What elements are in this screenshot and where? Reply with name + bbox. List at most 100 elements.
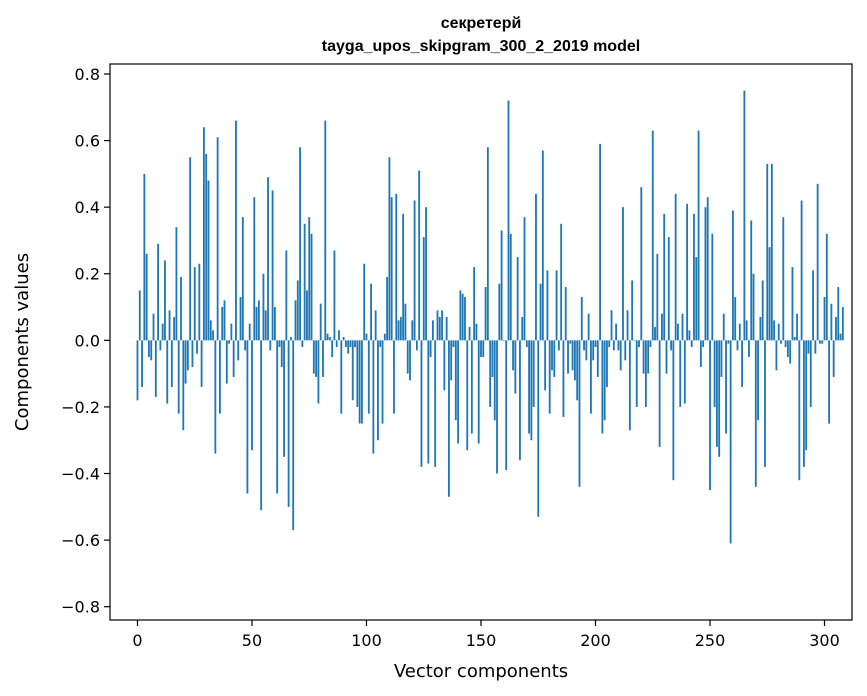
bar-290 bbox=[800, 200, 803, 341]
bar-273 bbox=[761, 280, 764, 341]
bar-40 bbox=[228, 340, 230, 344]
bar-55 bbox=[262, 273, 265, 341]
bar-186 bbox=[562, 340, 565, 417]
x-tick-label: 250 bbox=[695, 631, 726, 650]
bar-161 bbox=[505, 340, 508, 471]
bar-12 bbox=[164, 260, 166, 341]
bar-91 bbox=[344, 340, 347, 347]
bar-282 bbox=[782, 217, 785, 341]
bar-304 bbox=[832, 340, 835, 377]
bar-38 bbox=[223, 300, 226, 341]
bar-118 bbox=[406, 340, 409, 374]
bar-180 bbox=[548, 340, 551, 414]
bar-289 bbox=[798, 340, 801, 481]
bar-162 bbox=[507, 100, 510, 341]
bar-15 bbox=[170, 340, 173, 387]
bar-278 bbox=[773, 320, 776, 341]
x-tick-label: 300 bbox=[809, 631, 840, 650]
y-tick-label: −0.4 bbox=[61, 465, 100, 484]
bar-21 bbox=[184, 340, 187, 384]
bar-100 bbox=[365, 333, 368, 341]
bar-76 bbox=[310, 233, 313, 341]
bar-150 bbox=[480, 340, 482, 357]
bar-109 bbox=[386, 277, 389, 341]
bar-63 bbox=[280, 340, 283, 367]
bar-224 bbox=[649, 340, 652, 347]
bar-239 bbox=[683, 340, 686, 404]
bar-124 bbox=[420, 340, 423, 467]
bar-166 bbox=[516, 257, 519, 341]
bar-208 bbox=[612, 340, 615, 351]
bar-263 bbox=[738, 323, 741, 341]
bar-57 bbox=[267, 177, 269, 341]
bar-138 bbox=[452, 340, 455, 347]
bar-129 bbox=[431, 320, 434, 341]
bar-190 bbox=[571, 340, 574, 371]
bar-0 bbox=[136, 340, 139, 401]
bar-271 bbox=[757, 340, 760, 421]
x-axis: 0 50 100 150 200 250 300 bbox=[132, 620, 840, 650]
bar-270 bbox=[754, 340, 757, 487]
bar-2 bbox=[141, 340, 143, 387]
bar-130 bbox=[434, 340, 437, 467]
bar-135 bbox=[445, 317, 448, 341]
bar-114 bbox=[397, 320, 400, 341]
bar-86 bbox=[333, 250, 336, 341]
bar-228 bbox=[658, 340, 661, 447]
bar-303 bbox=[830, 303, 833, 341]
bar-189 bbox=[569, 340, 572, 344]
y-tick-label: −0.6 bbox=[61, 531, 100, 550]
x-axis-label: Vector components bbox=[394, 661, 568, 682]
bar-88 bbox=[338, 330, 340, 341]
bar-18 bbox=[177, 340, 180, 414]
bar-167 bbox=[519, 340, 521, 461]
bar-123 bbox=[418, 170, 421, 341]
bar-56 bbox=[264, 310, 267, 341]
bar-229 bbox=[661, 313, 663, 341]
bar-266 bbox=[745, 320, 748, 341]
bar-127 bbox=[427, 340, 430, 464]
bar-219 bbox=[638, 340, 640, 347]
bar-308 bbox=[841, 307, 844, 341]
bar-102 bbox=[370, 283, 372, 341]
bar-215 bbox=[628, 340, 631, 431]
bar-262 bbox=[736, 340, 739, 351]
bar-260 bbox=[732, 210, 734, 341]
bar-32 bbox=[209, 320, 212, 341]
bar-285 bbox=[789, 340, 792, 364]
bar-133 bbox=[441, 310, 443, 341]
bar-171 bbox=[528, 340, 531, 434]
bar-53 bbox=[257, 300, 260, 341]
bar-4 bbox=[145, 253, 148, 341]
bar-233 bbox=[670, 340, 672, 351]
bar-227 bbox=[656, 253, 659, 341]
x-tick-label: 200 bbox=[580, 631, 611, 650]
bar-292 bbox=[805, 340, 808, 451]
bar-276 bbox=[768, 247, 771, 341]
bar-232 bbox=[667, 237, 670, 341]
bar-9 bbox=[157, 243, 160, 341]
bar-287 bbox=[793, 337, 796, 341]
bar-207 bbox=[610, 310, 613, 341]
bar-145 bbox=[468, 327, 471, 341]
bar-66 bbox=[287, 340, 290, 507]
bar-142 bbox=[461, 293, 464, 341]
bar-35 bbox=[216, 137, 219, 341]
bar-225 bbox=[651, 130, 654, 341]
bar-49 bbox=[248, 323, 251, 341]
bar-251 bbox=[711, 233, 714, 341]
bar-61 bbox=[276, 340, 279, 494]
bar-131 bbox=[436, 310, 439, 341]
bar-159 bbox=[500, 230, 503, 341]
bar-164 bbox=[512, 340, 514, 371]
bar-67 bbox=[290, 337, 292, 341]
y-tick-label: 0.4 bbox=[75, 198, 100, 217]
bar-27 bbox=[198, 263, 201, 341]
bar-60 bbox=[273, 307, 276, 341]
bar-65 bbox=[285, 250, 288, 341]
bar-200 bbox=[594, 340, 597, 347]
bar-6 bbox=[150, 340, 153, 361]
bar-165 bbox=[514, 340, 517, 394]
bar-258 bbox=[727, 340, 730, 344]
